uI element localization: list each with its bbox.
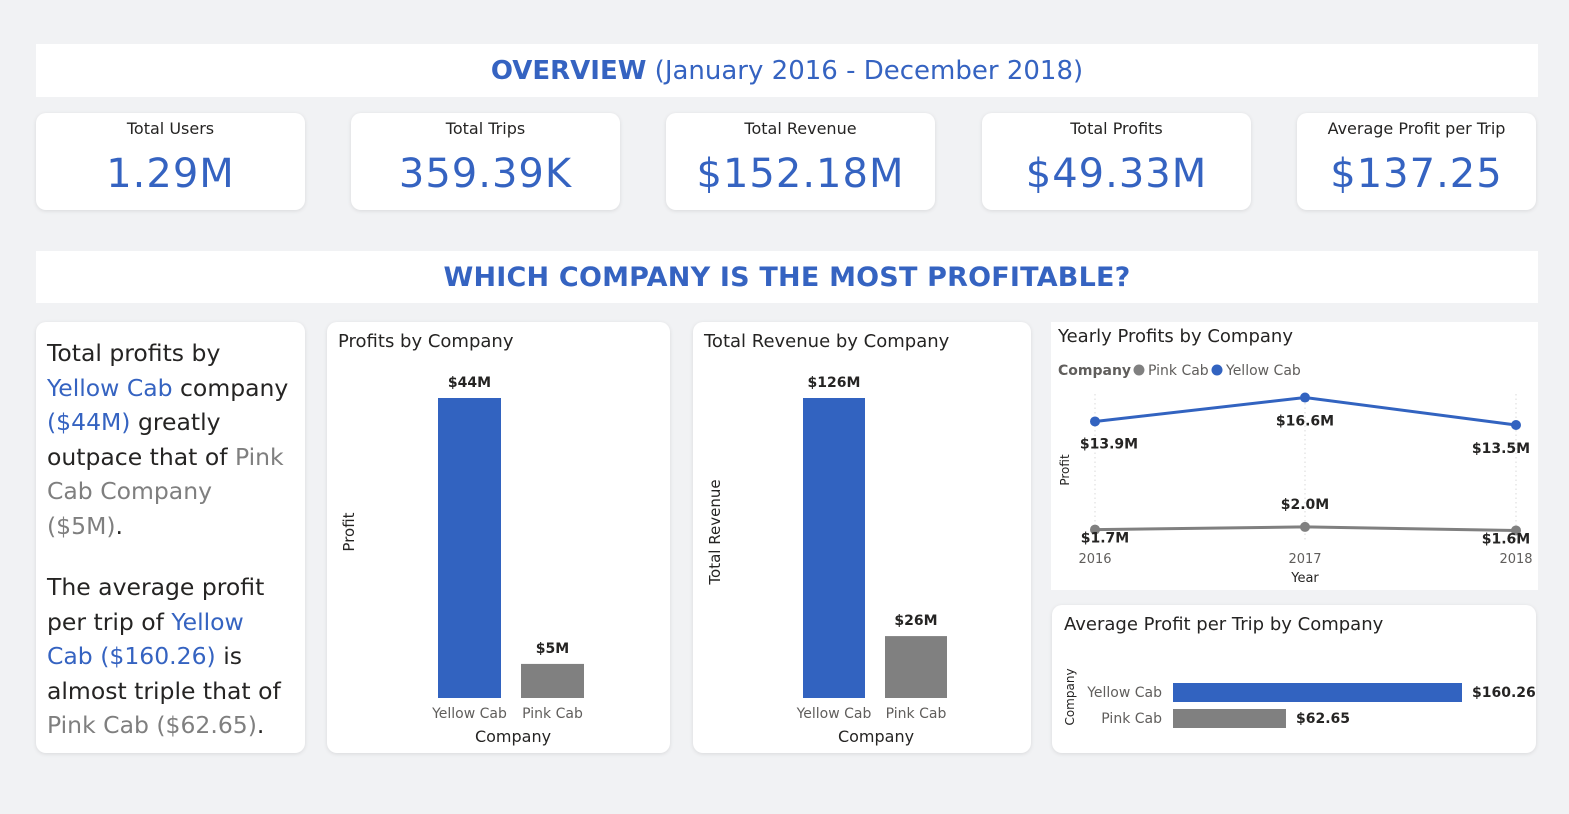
kpi-value: 1.29M xyxy=(106,151,235,197)
bar-yellow-cab[interactable] xyxy=(438,398,501,698)
legend-marker-pink-cab xyxy=(1133,364,1145,376)
data-label: $13.9M xyxy=(1080,436,1138,452)
data-label: $2.0M xyxy=(1281,497,1329,513)
avg-profit-per-trip-chart: Average Profit per Trip by Company Compa… xyxy=(1063,614,1536,728)
narrative-card: Total profits by Yellow Cab company ($44… xyxy=(36,322,305,753)
yearly-profits-chart: Yearly Profits by Company Company Pink C… xyxy=(1057,326,1533,586)
data-label: $126M xyxy=(808,375,861,391)
bar-yellow-cab[interactable] xyxy=(1173,683,1462,702)
narrative-paragraph-2: The average profit per trip of Yellow Ca… xyxy=(47,570,295,743)
yearly-profits-card: Yearly Profits by Company Company Pink C… xyxy=(1051,322,1538,590)
point-pink-cab[interactable] xyxy=(1090,524,1100,535)
chart-title: Average Profit per Trip by Company xyxy=(1064,614,1384,635)
y-axis-label: Total Revenue xyxy=(706,479,724,585)
kpi-value: $152.18M xyxy=(696,151,905,197)
data-label: $62.65 xyxy=(1296,711,1350,727)
kpi-card-total-trips: Total Trips 359.39K xyxy=(351,113,620,210)
narrative-highlight-pink: Pink Cab ($62.65) xyxy=(47,711,257,739)
overview-title-range: (January 2016 - December 2018) xyxy=(654,55,1084,86)
revenue-by-company-card: Total Revenue by Company Total Revenue C… xyxy=(693,322,1031,753)
narrative-highlight-yellow: ($44M) xyxy=(47,408,131,436)
x-axis-label: Company xyxy=(475,727,551,746)
data-label: $160.26 xyxy=(1472,685,1536,701)
y-tick-label: Pink Cab xyxy=(1101,711,1162,727)
narrative-text-run: . xyxy=(256,711,265,739)
narrative-text-run: . xyxy=(115,511,123,540)
y-tick-label: Yellow Cab xyxy=(1086,685,1162,701)
x-tick-label: Pink Cab xyxy=(886,706,947,722)
point-yellow-cab[interactable] xyxy=(1090,416,1100,427)
section-title-bar: WHICH COMPANY IS THE MOST PROFITABLE? xyxy=(36,251,1538,303)
chart-title: Yearly Profits by Company xyxy=(1057,326,1293,347)
kpi-card-total-profits: Total Profits $49.33M xyxy=(982,113,1251,210)
bar-pink-cab[interactable] xyxy=(521,663,584,698)
legend-title: Company xyxy=(1058,363,1131,379)
kpi-label: Total Users xyxy=(126,119,215,138)
data-label: $5M xyxy=(536,641,569,657)
kpi-value: 359.39K xyxy=(398,151,573,197)
narrative-text-run: Total profits by xyxy=(47,339,221,367)
data-label: $16.6M xyxy=(1276,414,1334,430)
x-axis-label: Company xyxy=(838,727,914,746)
narrative-paragraph-1: Total profits by Yellow Cab company ($44… xyxy=(47,336,295,543)
kpi-value: $137.25 xyxy=(1330,151,1503,197)
point-pink-cab[interactable] xyxy=(1511,525,1521,536)
overview-title: OVERVIEW (January 2016 - December 2018) xyxy=(491,56,1083,86)
kpi-value: $49.33M xyxy=(1025,151,1208,197)
avg-profit-per-trip-card: Average Profit per Trip by Company Compa… xyxy=(1052,605,1536,753)
x-tick-label: 2018 xyxy=(1499,552,1532,567)
narrative-text: Total profits by Yellow Cab company ($44… xyxy=(36,322,305,743)
x-tick-label: Yellow Cab xyxy=(796,706,872,722)
x-tick-label: 2016 xyxy=(1078,552,1111,567)
x-tick-label: Pink Cab xyxy=(522,706,583,722)
legend-item-pink-cab[interactable]: Pink Cab xyxy=(1148,363,1209,379)
bar-pink-cab[interactable] xyxy=(885,636,947,698)
overview-title-bar: OVERVIEW (January 2016 - December 2018) xyxy=(36,44,1538,97)
narrative-text-run: is almost triple that of xyxy=(47,642,281,705)
x-tick-label: 2017 xyxy=(1288,552,1321,567)
narrative-text-run: company xyxy=(172,373,289,402)
kpi-card-total-users: Total Users 1.29M xyxy=(36,113,305,210)
y-axis-label: Profit xyxy=(1058,454,1072,486)
kpi-label: Total Profits xyxy=(1070,119,1163,138)
bar-yellow-cab[interactable] xyxy=(803,398,865,698)
narrative-text-run: The average profit per trip of xyxy=(47,573,265,636)
kpi-label: Average Profit per Trip xyxy=(1327,119,1506,138)
profits-by-company-card: Profits by Company Profit Company $44M Ye… xyxy=(327,322,670,753)
x-axis-label: Year xyxy=(1290,571,1319,586)
chart-title: Total Revenue by Company xyxy=(703,331,950,352)
narrative-highlight-pink: Pink Cab Company ($5M) xyxy=(47,442,284,540)
y-axis-label: Company xyxy=(1063,668,1077,725)
data-label: $44M xyxy=(448,375,491,391)
kpi-label: Total Trips xyxy=(445,119,526,138)
data-label: $26M xyxy=(894,613,937,629)
narrative-highlight-yellow: Yellow Cab ($160.26) xyxy=(47,607,244,671)
data-label: $13.5M xyxy=(1472,441,1530,457)
legend-marker-yellow-cab xyxy=(1211,364,1223,376)
kpi-card-total-revenue: Total Revenue $152.18M xyxy=(666,113,935,210)
revenue-by-company-chart: Total Revenue by Company Total Revenue C… xyxy=(703,331,950,746)
kpi-card-avg-profit-per-trip: Average Profit per Trip $137.25 xyxy=(1297,113,1536,210)
chart-title: Profits by Company xyxy=(338,331,514,352)
x-tick-label: Yellow Cab xyxy=(431,706,507,722)
profits-by-company-chart: Profits by Company Profit Company $44M Ye… xyxy=(338,331,584,746)
data-label: $1.6M xyxy=(1482,531,1530,547)
y-axis-label: Profit xyxy=(340,512,358,551)
section-title: WHICH COMPANY IS THE MOST PROFITABLE? xyxy=(443,261,1131,293)
bar-pink-cab[interactable] xyxy=(1173,709,1286,728)
point-pink-cab[interactable] xyxy=(1300,521,1310,532)
legend-item-yellow-cab[interactable]: Yellow Cab xyxy=(1225,363,1301,379)
point-yellow-cab[interactable] xyxy=(1300,392,1310,403)
narrative-text-run: greatly outpace that of xyxy=(47,408,235,471)
data-label: $1.7M xyxy=(1081,531,1129,547)
kpi-label: Total Revenue xyxy=(744,119,857,138)
point-yellow-cab[interactable] xyxy=(1511,420,1521,431)
narrative-highlight-yellow: Yellow Cab xyxy=(47,373,173,402)
overview-title-bold: OVERVIEW xyxy=(490,55,647,86)
